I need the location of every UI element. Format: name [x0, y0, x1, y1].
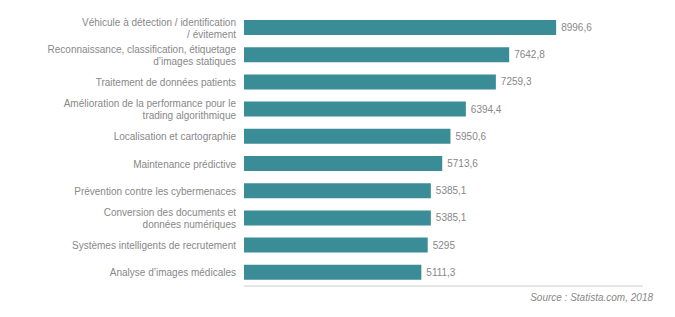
svg-text:Localisation et cartographie: Localisation et cartographie	[114, 131, 237, 142]
svg-text:5111,3: 5111,3	[426, 267, 456, 278]
svg-text:Analyse d’images médicales: Analyse d’images médicales	[110, 267, 236, 278]
svg-text:7642,8: 7642,8	[514, 49, 545, 60]
svg-text:Véhicule à détection / identif: Véhicule à détection / identification/ é…	[82, 16, 236, 39]
svg-text:5385,1: 5385,1	[436, 185, 467, 196]
svg-text:7259,3: 7259,3	[501, 76, 532, 87]
svg-text:Traitement de données patients: Traitement de données patients	[96, 77, 236, 88]
svg-text:Prévention contre les cybermen: Prévention contre les cybermenaces	[74, 185, 236, 196]
html-text:Source : Statista.com, 2018: Source : Statista.com, 2018	[530, 292, 653, 303]
svg-text:Amélioration de la performance: Amélioration de la performance pour letr…	[64, 98, 237, 121]
svg-text:Conversion des documents etdon: Conversion des documents etdonnées numér…	[104, 207, 237, 230]
svg-text:Systèmes intelligents de recru: Systèmes intelligents de recrutement	[72, 240, 236, 251]
svg-text:5385,1: 5385,1	[436, 212, 467, 223]
svg-text:6394,4: 6394,4	[471, 104, 502, 115]
svg-text:Maintenance prédictive: Maintenance prédictive	[133, 158, 236, 169]
svg-text:8996,6: 8996,6	[561, 22, 592, 33]
svg-text:Reconnaissance, classification: Reconnaissance, classification, étiqueta…	[48, 43, 237, 66]
svg-text:5713,6: 5713,6	[447, 158, 478, 169]
svg-text:5950,6: 5950,6	[455, 131, 486, 142]
svg-text:5295: 5295	[433, 240, 456, 251]
